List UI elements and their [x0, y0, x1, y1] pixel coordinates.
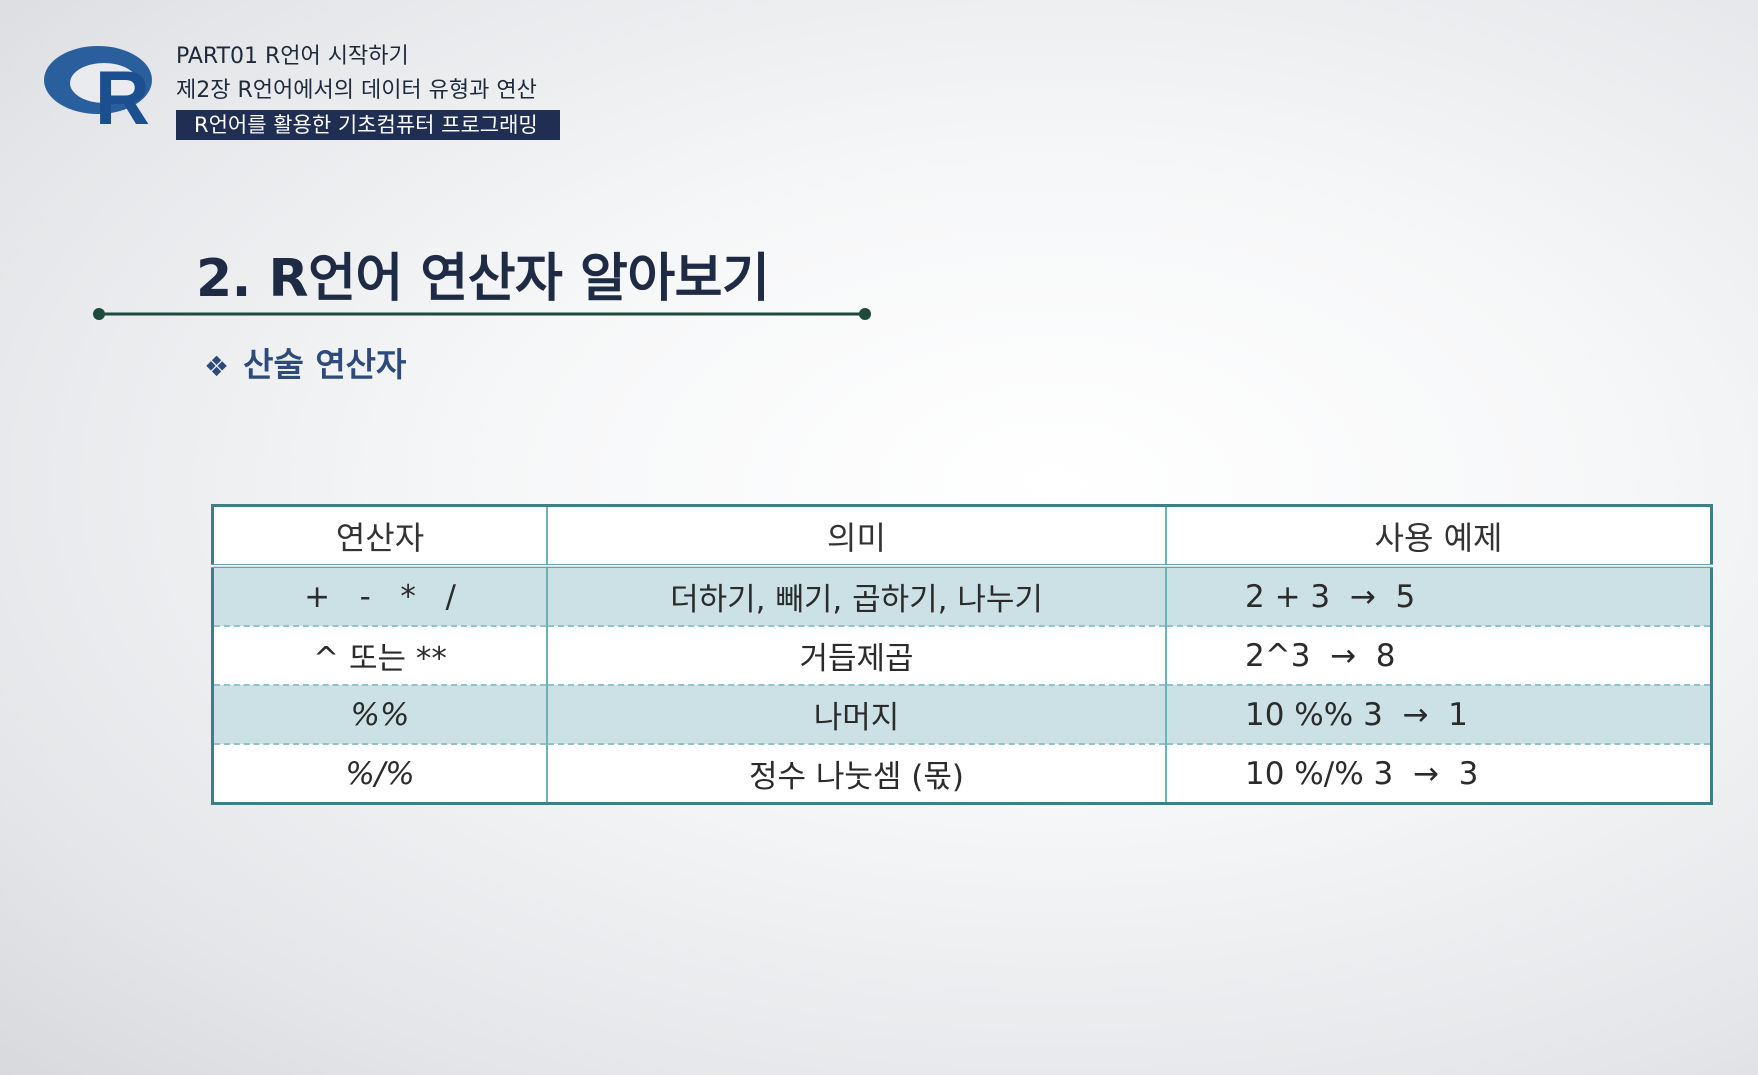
- meaning-cell: 거듭제곱: [547, 626, 1167, 686]
- meaning-cell: 정수 나눗셈 (몫): [547, 744, 1167, 804]
- arithmetic-operators-table: 연산자 의미 사용 예제 + - * / 더하기, 빼기, 곱하기, 나누기 2…: [211, 504, 1713, 805]
- example-cell: 2 + 3 → 5: [1166, 566, 1712, 627]
- table-row: %% 나머지 10 %% 3 → 1: [212, 685, 1712, 745]
- header-example: 사용 예제: [1166, 505, 1712, 568]
- r-language-logo-icon: R: [44, 46, 152, 128]
- example-cell: 10 %% 3 → 1: [1166, 685, 1712, 745]
- meaning-cell: 더하기, 빼기, 곱하기, 나누기: [547, 566, 1167, 627]
- part-line: PART01 R언어 시작하기: [176, 44, 409, 69]
- table-row: %/% 정수 나눗셈 (몫) 10 %/% 3 → 3: [212, 744, 1712, 804]
- table-row: + - * / 더하기, 빼기, 곱하기, 나누기 2 + 3 → 5: [212, 566, 1712, 627]
- course-badge: R언어를 활용한 기초컴퓨터 프로그래밍: [176, 110, 560, 140]
- underline-dot-left: [93, 308, 105, 320]
- diamond-bullet-icon: ❖: [204, 350, 230, 383]
- subtitle-text: 산술 연산자: [243, 345, 407, 384]
- table-row: ^ 또는 ** 거듭제곱 2^3 → 8: [212, 626, 1712, 686]
- course-header: PART01 R언어 시작하기 제2장 R언어에서의 데이터 유형과 연산 R언…: [176, 40, 616, 140]
- slide-title: 2. R언어 연산자 알아보기: [196, 249, 770, 309]
- operator-cell: %/%: [212, 744, 548, 804]
- logo-letter: R: [95, 56, 150, 128]
- title-underline: [93, 308, 871, 320]
- operator-cell: ^ 또는 **: [212, 626, 548, 686]
- example-cell: 2^3 → 8: [1166, 626, 1712, 686]
- meaning-cell: 나머지: [547, 685, 1167, 745]
- header-operator: 연산자: [212, 505, 548, 568]
- table-header-row: 연산자 의미 사용 예제: [212, 505, 1712, 568]
- example-cell: 10 %/% 3 → 3: [1245, 755, 1479, 792]
- operator-cell: %%: [212, 685, 548, 745]
- slide-subtitle: ❖ 산술 연산자: [204, 338, 406, 386]
- header-meaning: 의미: [547, 505, 1167, 568]
- chapter-line: 제2장 R언어에서의 데이터 유형과 연산: [176, 78, 537, 103]
- underline-dot-right: [859, 308, 871, 320]
- operator-cell: + - * /: [212, 566, 548, 627]
- logo-ring-hole: [70, 63, 138, 103]
